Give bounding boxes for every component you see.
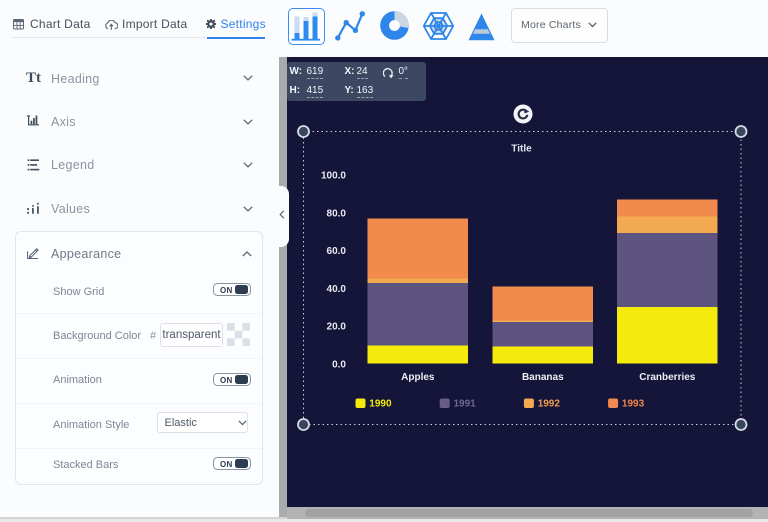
- svg-text:20.0: 20.0: [326, 321, 346, 332]
- svg-text:Apples: Apples: [401, 371, 435, 382]
- svg-text:60.0: 60.0: [326, 246, 346, 257]
- svg-text:Bananas: Bananas: [521, 371, 563, 382]
- svg-text:1991: 1991: [453, 398, 476, 409]
- svg-text:1992: 1992: [537, 398, 560, 409]
- svg-text:Tt: Tt: [26, 70, 41, 84]
- svg-text:Title: Title: [511, 143, 532, 154]
- svg-text:Cranberries: Cranberries: [639, 371, 696, 382]
- svg-text:80.0: 80.0: [326, 208, 346, 219]
- svg-text:1993: 1993: [621, 398, 644, 409]
- svg-text:0.0: 0.0: [332, 359, 346, 370]
- svg-text:1990: 1990: [369, 398, 392, 409]
- svg-text:40.0: 40.0: [326, 283, 346, 294]
- svg-text:100.0: 100.0: [320, 170, 345, 181]
